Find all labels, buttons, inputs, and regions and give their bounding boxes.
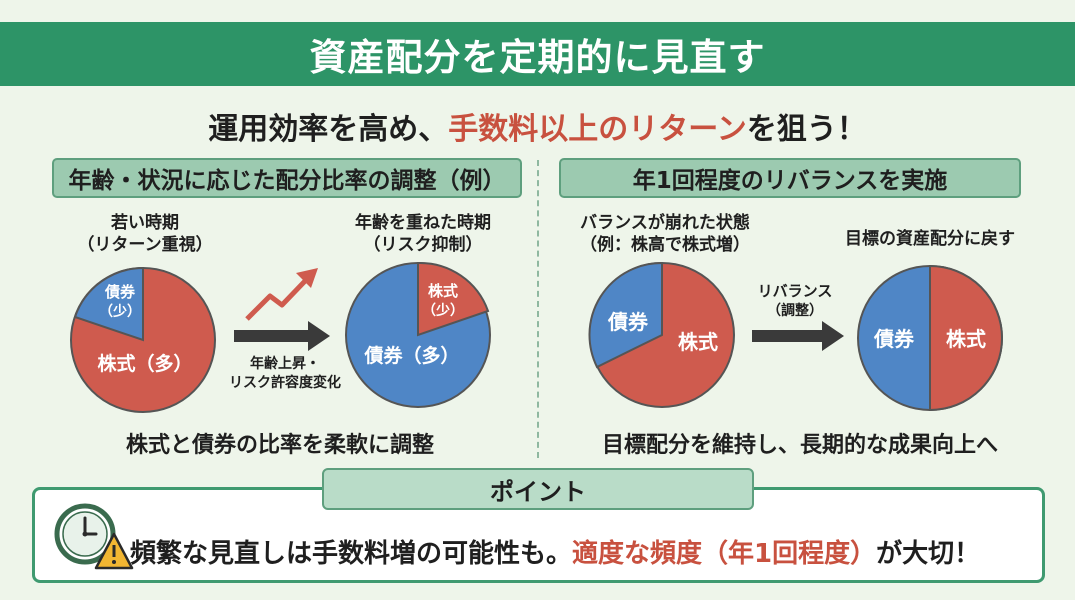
older-label-line2: （リスク抑制） [363, 235, 483, 255]
age-shift-arrow [234, 321, 330, 351]
age-shift-label-line1: 年齢上昇・ [250, 355, 320, 372]
older-stock-label-line1: 株式 [428, 282, 458, 300]
point-text-highlight: 適度な頻度（年1回程度） [572, 539, 877, 569]
unbalanced-label-line2: （例：株高で株式増） [580, 235, 750, 255]
rebalance-label-line2: （調整） [767, 302, 823, 319]
older-stock-label-line2: （少） [422, 302, 464, 319]
point-tab-label: ポイント [490, 477, 586, 506]
rising-trend-icon [245, 268, 318, 321]
young-stock-label: 株式（多） [97, 352, 192, 375]
older-label-line1: 年齢を重ねた時期 [355, 213, 491, 233]
unbalanced-label-line1: バランスが崩れた状態 [580, 213, 750, 233]
unbalanced-state-label: バランスが崩れた状態 （例：株高で株式増） [555, 212, 775, 256]
young-label-line1: 若い時期 [111, 213, 179, 233]
left-caption: 株式と債券の比率を柔軟に調整 [125, 433, 434, 458]
older-pie-stock-slice [417, 261, 490, 337]
young-pie-bond-slice [73, 266, 144, 342]
target-allocation-label: 目標の資産配分に戻す [825, 228, 1035, 250]
age-shift-label-line2: リスク許容度変化 [229, 374, 341, 391]
left-section-header-text: 年齢・状況に応じた配分比率の調整（例） [68, 168, 506, 194]
section-divider [537, 160, 539, 458]
rebalance-arrow [752, 321, 844, 351]
point-text-pre: 頻繁な見直しは手数料増の可能性も。 [130, 539, 573, 569]
target-pie-stock-slice [929, 264, 1003, 412]
rebalance-label-line1: リバランス [758, 282, 833, 300]
target-pie: 債券 株式 [857, 264, 1003, 412]
older-bond-label: 債券（多） [363, 344, 459, 367]
older-period-label: 年齢を重ねた時期 （リスク抑制） [338, 212, 508, 256]
target-bond-label: 債券 [873, 327, 915, 351]
young-bond-label-line2: （少） [99, 303, 141, 320]
unbalanced-bond-label: 債券 [607, 310, 649, 334]
point-text-post: が大切！ [876, 539, 981, 569]
young-label-line2: （リターン重視） [77, 235, 213, 255]
young-period-label: 若い時期 （リターン重視） [70, 212, 220, 256]
right-caption: 目標配分を維持し、長期的な成果向上へ [601, 433, 998, 458]
young-bond-label-line1: 債券 [104, 283, 136, 301]
right-section-header-text: 年1回程度のリバランスを実施 [632, 168, 948, 194]
point-text: 頻繁な見直しは手数料増の可能性も。適度な頻度（年1回程度）が大切！ [130, 533, 980, 570]
point-tab: ポイント [322, 468, 754, 510]
unbalanced-pie-bond-slice [588, 261, 663, 369]
subtitle: 運用効率を高め、手数料以上のリターンを狙う！ [0, 104, 1075, 148]
target-stock-label: 株式 [946, 327, 986, 351]
unbalanced-stock-label: 株式 [678, 330, 718, 354]
left-section-header: 年齢・状況に応じた配分比率の調整（例） [52, 158, 522, 198]
subtitle-highlight: 手数料以上のリターン [448, 112, 747, 147]
subtitle-post: を狙う！ [746, 112, 867, 147]
clock-warning-icon [54, 503, 134, 570]
subtitle-pre: 運用効率を高め、 [208, 112, 449, 147]
target-label-line1: 目標の資産配分に戻す [845, 229, 1015, 249]
young-pie: 債券 （少） 株式（多） [70, 266, 216, 413]
older-pie: 株式 （少） 債券（多） [345, 261, 491, 408]
right-section-header: 年1回程度のリバランスを実施 [559, 158, 1021, 198]
unbalanced-pie: 債券 株式 [588, 261, 735, 408]
title-banner: 資産配分を定期的に見直す [0, 22, 1075, 86]
page-title: 資産配分を定期的に見直す [309, 36, 766, 79]
